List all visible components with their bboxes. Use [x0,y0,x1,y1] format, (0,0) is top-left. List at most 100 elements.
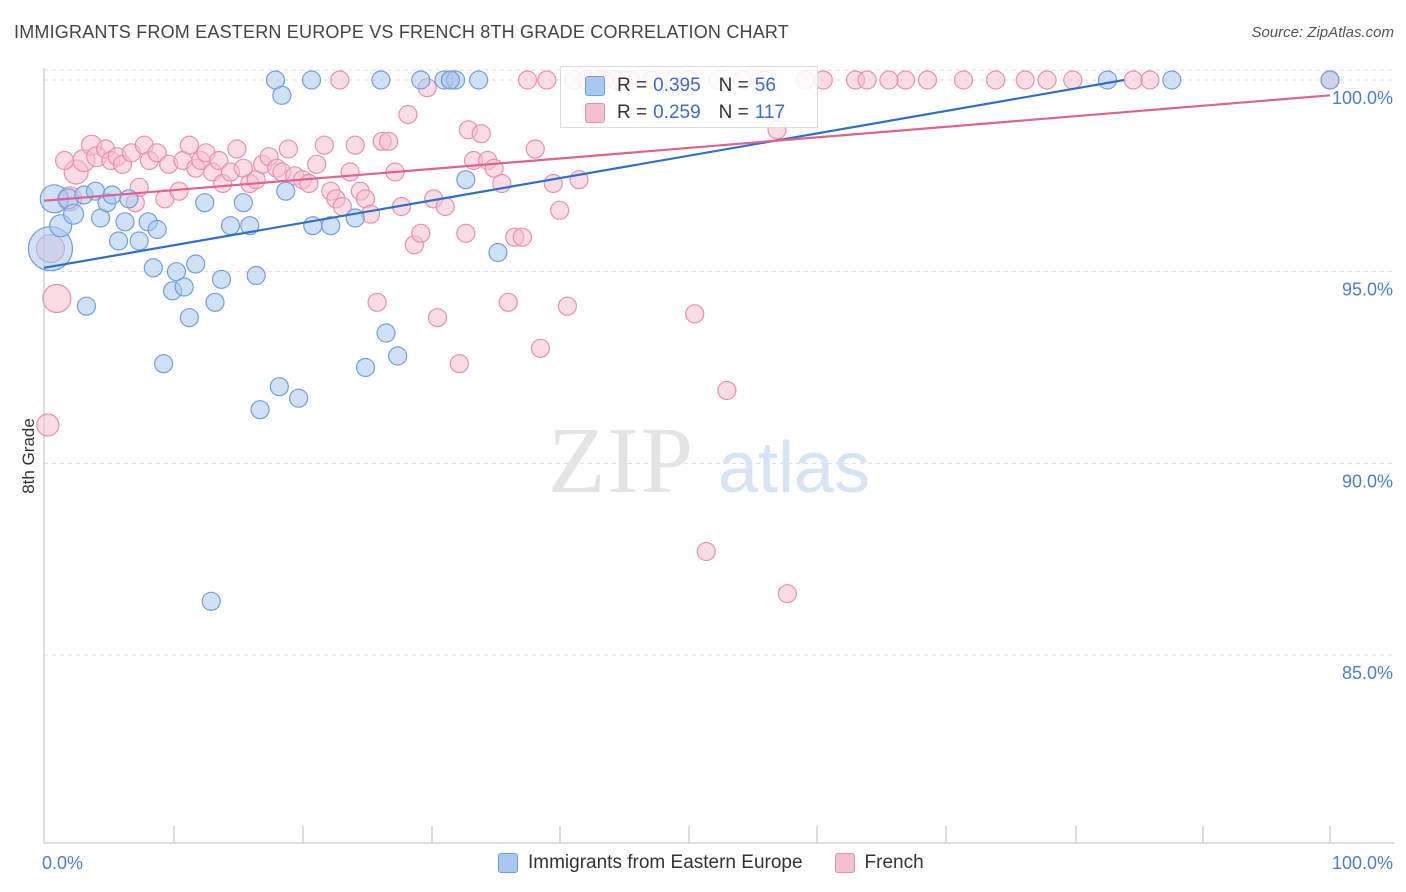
data-point [517,70,538,90]
grid-lines [44,69,1394,656]
data-point [857,70,877,90]
data-point [449,354,469,374]
data-point [115,212,135,232]
data-point [917,70,938,90]
data-point [1320,70,1340,90]
data-point [388,346,408,366]
data-point [896,70,916,90]
data-point [427,308,448,328]
legend-item-eastern-europe[interactable]: Immigrants from Eastern Europe [498,852,803,874]
data-point [201,591,221,611]
data-point [129,231,149,251]
stats-n-value-pink: 117 [754,102,786,123]
data-point [195,193,215,213]
watermark-atlas: atlas [718,428,870,508]
data-point [537,70,557,90]
data-point [147,219,167,240]
watermark-zip: ZIP [548,409,695,513]
legend: Immigrants from Eastern Europe French [498,852,956,874]
data-point [250,400,270,420]
data-point [1162,70,1182,90]
data-point [469,70,489,90]
stats-r-value-blue: 0.395 [653,75,701,96]
data-point [1123,70,1143,90]
data-point [269,377,289,397]
stats-n-label-pink: N = [718,102,749,123]
data-point [340,162,360,182]
stats-n-value-blue: 56 [754,75,776,96]
data-point [299,173,319,194]
data-point [371,70,391,90]
data-point [147,143,167,163]
data-point [456,170,476,190]
data-point [42,283,72,314]
stats-row-pink: R = 0.259 N = 117 [585,100,785,126]
data-point [233,193,253,213]
data-point [321,216,341,236]
data-point [307,154,327,174]
trend-lines [43,78,1331,269]
data-point [1063,70,1083,90]
data-point [512,227,532,247]
data-point [355,357,376,378]
data-point [1037,70,1057,90]
data-point [367,292,387,312]
data-point [498,292,518,312]
data-point [205,292,225,312]
data-point [440,70,460,90]
data-point [301,70,322,90]
legend-label-eastern-europe: Immigrants from Eastern Europe [528,852,803,873]
y-axis-title: 8th Grade [19,418,38,494]
data-point [986,70,1006,90]
data-point [379,131,399,151]
data-point [209,150,229,171]
data-point [36,413,60,437]
data-point [557,296,578,316]
x-tick-label-end: 100.0% [1332,853,1393,873]
data-point [246,265,266,286]
data-point [411,223,431,243]
data-point [525,139,545,159]
data-point [488,242,508,263]
stats-row-blue: R = 0.395 N = 56 [585,73,776,99]
data-point [289,388,309,408]
data-point [54,150,75,171]
stats-swatch-blue [585,76,605,96]
data-point [276,181,296,201]
data-point [471,124,491,144]
data-point [717,380,737,401]
data-point [330,70,350,90]
data-point [76,296,97,316]
data-point [398,104,418,125]
source-label: Source: ZipAtlas.com [1251,24,1394,41]
data-point [153,354,174,374]
legend-swatch-blue [498,853,518,873]
chart-title: IMMIGRANTS FROM EASTERN EUROPE VS FRENCH… [14,22,790,42]
y-tick-label: 85.0% [1342,663,1393,683]
data-point [166,262,187,282]
axis-labels: 85.0% 90.0% 95.0% 100.0% 0.0% 100.0% 8th Grade [19,88,1393,873]
series-eastern-europe [27,70,1340,611]
stats-r-value-pink: 0.259 [653,102,701,123]
data-point [220,216,241,236]
legend-item-french[interactable]: French [834,852,924,874]
data-point [696,541,716,562]
series-french [35,70,1340,604]
data-point [879,70,899,90]
data-point [143,258,163,278]
data-point [227,139,247,159]
stats-box: R = 0.395 N = 56 R = 0.259 N = 117 [560,66,818,128]
data-point [1015,70,1035,90]
data-point [953,70,974,90]
data-point [314,135,334,155]
legend-swatch-pink [834,853,855,873]
trend-line-french [43,94,1331,202]
data-point [685,304,705,324]
stats-n-label-blue: N = [718,75,749,96]
data-point [376,323,396,343]
stats-swatch-pink [585,103,605,123]
stats-r-label-pink: R = [617,102,648,123]
data-point [550,200,570,220]
data-point [272,85,292,105]
